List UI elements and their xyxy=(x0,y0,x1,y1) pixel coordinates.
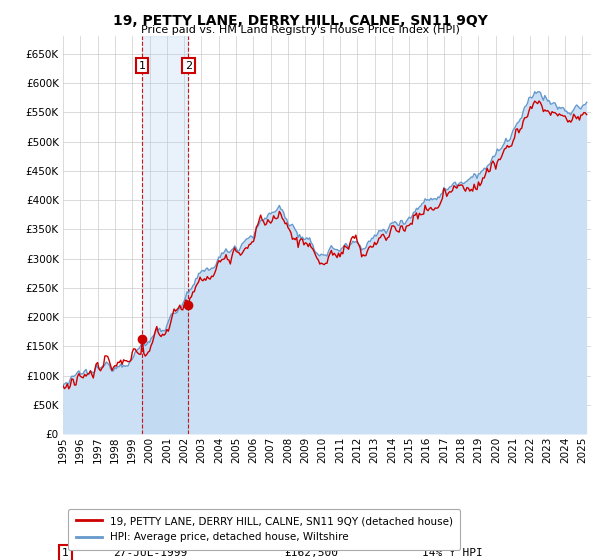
Legend: 19, PETTY LANE, DERRY HILL, CALNE, SN11 9QY (detached house), HPI: Average price: 19, PETTY LANE, DERRY HILL, CALNE, SN11 … xyxy=(68,509,460,549)
Text: 14% ↑ HPI: 14% ↑ HPI xyxy=(422,548,483,558)
Bar xyxy=(142,36,188,434)
Text: 1: 1 xyxy=(62,548,69,558)
Text: 27-JUL-1999: 27-JUL-1999 xyxy=(113,548,187,558)
Text: 1: 1 xyxy=(139,60,146,71)
Text: Price paid vs. HM Land Registry's House Price Index (HPI): Price paid vs. HM Land Registry's House … xyxy=(140,25,460,35)
Text: 19, PETTY LANE, DERRY HILL, CALNE, SN11 9QY: 19, PETTY LANE, DERRY HILL, CALNE, SN11 … xyxy=(113,14,487,28)
Text: 2: 2 xyxy=(185,60,192,71)
Text: £162,500: £162,500 xyxy=(285,548,339,558)
